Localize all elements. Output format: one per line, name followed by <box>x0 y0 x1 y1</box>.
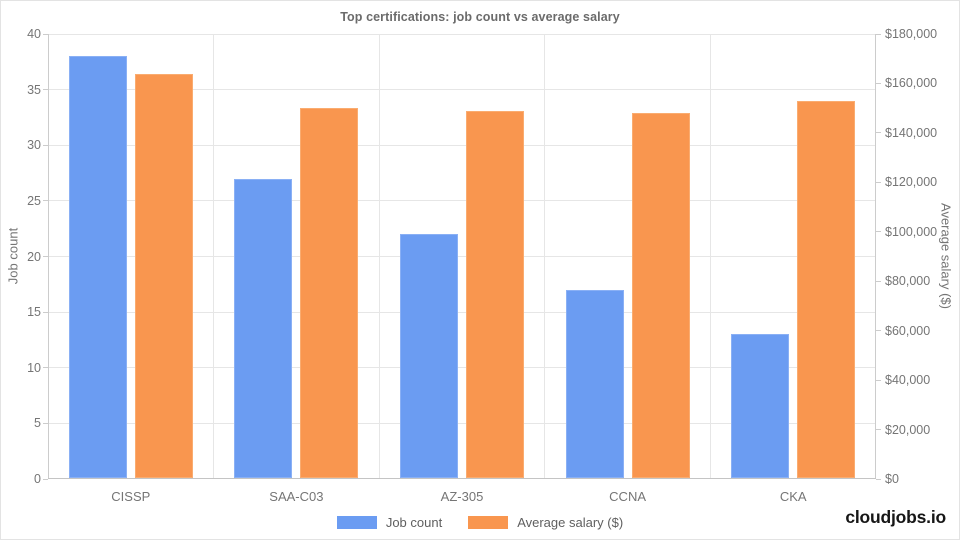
right-axis-line <box>875 34 876 479</box>
h-gridline <box>48 33 876 35</box>
x-axis-label: CCNA <box>609 489 647 504</box>
right-tick-mark <box>876 379 881 381</box>
left-tick-label: 40 <box>27 27 41 41</box>
v-gridline <box>378 34 380 479</box>
v-gridline <box>544 34 546 479</box>
x-axis-label: CKA <box>779 489 807 504</box>
legend: Job count Average salary ($) <box>1 515 959 530</box>
bar-average-salary-ccna[interactable] <box>631 113 690 478</box>
x-axis-label: SAA-C03 <box>269 489 324 504</box>
h-gridline <box>48 367 876 369</box>
h-gridline <box>48 256 876 257</box>
left-tick-mark <box>43 422 48 424</box>
left-tick-mark <box>43 367 48 369</box>
x-axis-line <box>48 478 876 479</box>
brand-logo: cloudjobs.io <box>845 507 946 527</box>
right-tick-mark <box>876 132 881 134</box>
right-tick-label: $180,000 <box>885 27 938 41</box>
right-tick-mark <box>876 82 881 84</box>
left-tick-mark <box>43 200 48 202</box>
x-axis-label: CISSP <box>111 489 151 504</box>
right-tick-label: $80,000 <box>885 274 931 289</box>
bar-average-salary-az-305[interactable] <box>466 110 524 478</box>
bar-job-count-cissp[interactable] <box>68 56 127 478</box>
bar-job-count-ccna[interactable] <box>565 289 624 478</box>
right-tick-label: $140,000 <box>885 125 938 140</box>
left-tick-mark <box>43 478 48 480</box>
h-gridline <box>48 200 876 202</box>
v-gridline <box>709 34 711 479</box>
left-tick-mark <box>43 33 48 35</box>
h-gridline <box>48 311 876 313</box>
legend-item-job-count[interactable]: Job count <box>336 515 443 530</box>
legend-swatch <box>468 516 509 529</box>
legend-item-average-salary[interactable]: Average salary ($) <box>468 515 623 530</box>
left-tick-label: 5 <box>34 416 41 431</box>
left-tick-mark <box>43 144 48 146</box>
right-tick-mark <box>876 231 881 233</box>
left-tick-mark <box>43 311 48 313</box>
right-tick-label: $160,000 <box>885 76 938 91</box>
right-tick-label: $120,000 <box>885 175 938 190</box>
legend-label: Average salary ($) <box>517 515 624 530</box>
right-tick-mark <box>876 33 881 35</box>
left-tick-mark <box>43 89 48 91</box>
x-axis-label: AZ-305 <box>440 489 484 504</box>
right-axis-title: Average salary ($) <box>938 203 954 309</box>
legend-swatch <box>336 516 377 529</box>
bar-average-salary-saa-c03[interactable] <box>300 108 359 478</box>
left-tick-label: 25 <box>27 193 41 208</box>
right-tick-label: $60,000 <box>885 323 931 338</box>
h-gridline <box>48 89 876 91</box>
right-tick-label: $40,000 <box>885 373 931 388</box>
left-tick-label: 0 <box>34 472 41 486</box>
bar-job-count-saa-c03[interactable] <box>234 178 293 478</box>
right-tick-mark <box>876 181 881 183</box>
v-gridline <box>213 34 215 479</box>
right-tick-label: $0 <box>885 472 899 486</box>
h-gridline <box>48 422 876 424</box>
right-tick-mark <box>876 330 881 332</box>
left-tick-label: 20 <box>27 249 41 264</box>
right-tick-label: $20,000 <box>885 422 931 437</box>
h-gridline <box>48 144 876 146</box>
right-tick-mark <box>876 478 881 480</box>
left-tick-label: 10 <box>27 360 41 375</box>
left-tick-mark <box>43 256 48 257</box>
bar-job-count-cka[interactable] <box>731 334 790 478</box>
bar-average-salary-cka[interactable] <box>797 100 856 478</box>
legend-label: Job count <box>385 515 443 530</box>
left-tick-label: 30 <box>27 138 41 153</box>
bar-job-count-az-305[interactable] <box>400 234 458 478</box>
bar-average-salary-cissp[interactable] <box>134 73 193 478</box>
left-tick-label: 15 <box>27 305 41 320</box>
right-tick-mark <box>876 429 881 431</box>
right-tick-mark <box>876 280 881 282</box>
left-tick-label: 35 <box>27 82 41 97</box>
right-tick-label: $100,000 <box>885 224 938 239</box>
chart-title: Top certifications: job count vs average… <box>340 10 620 24</box>
left-axis-line <box>48 34 49 479</box>
plot-area <box>48 33 876 479</box>
